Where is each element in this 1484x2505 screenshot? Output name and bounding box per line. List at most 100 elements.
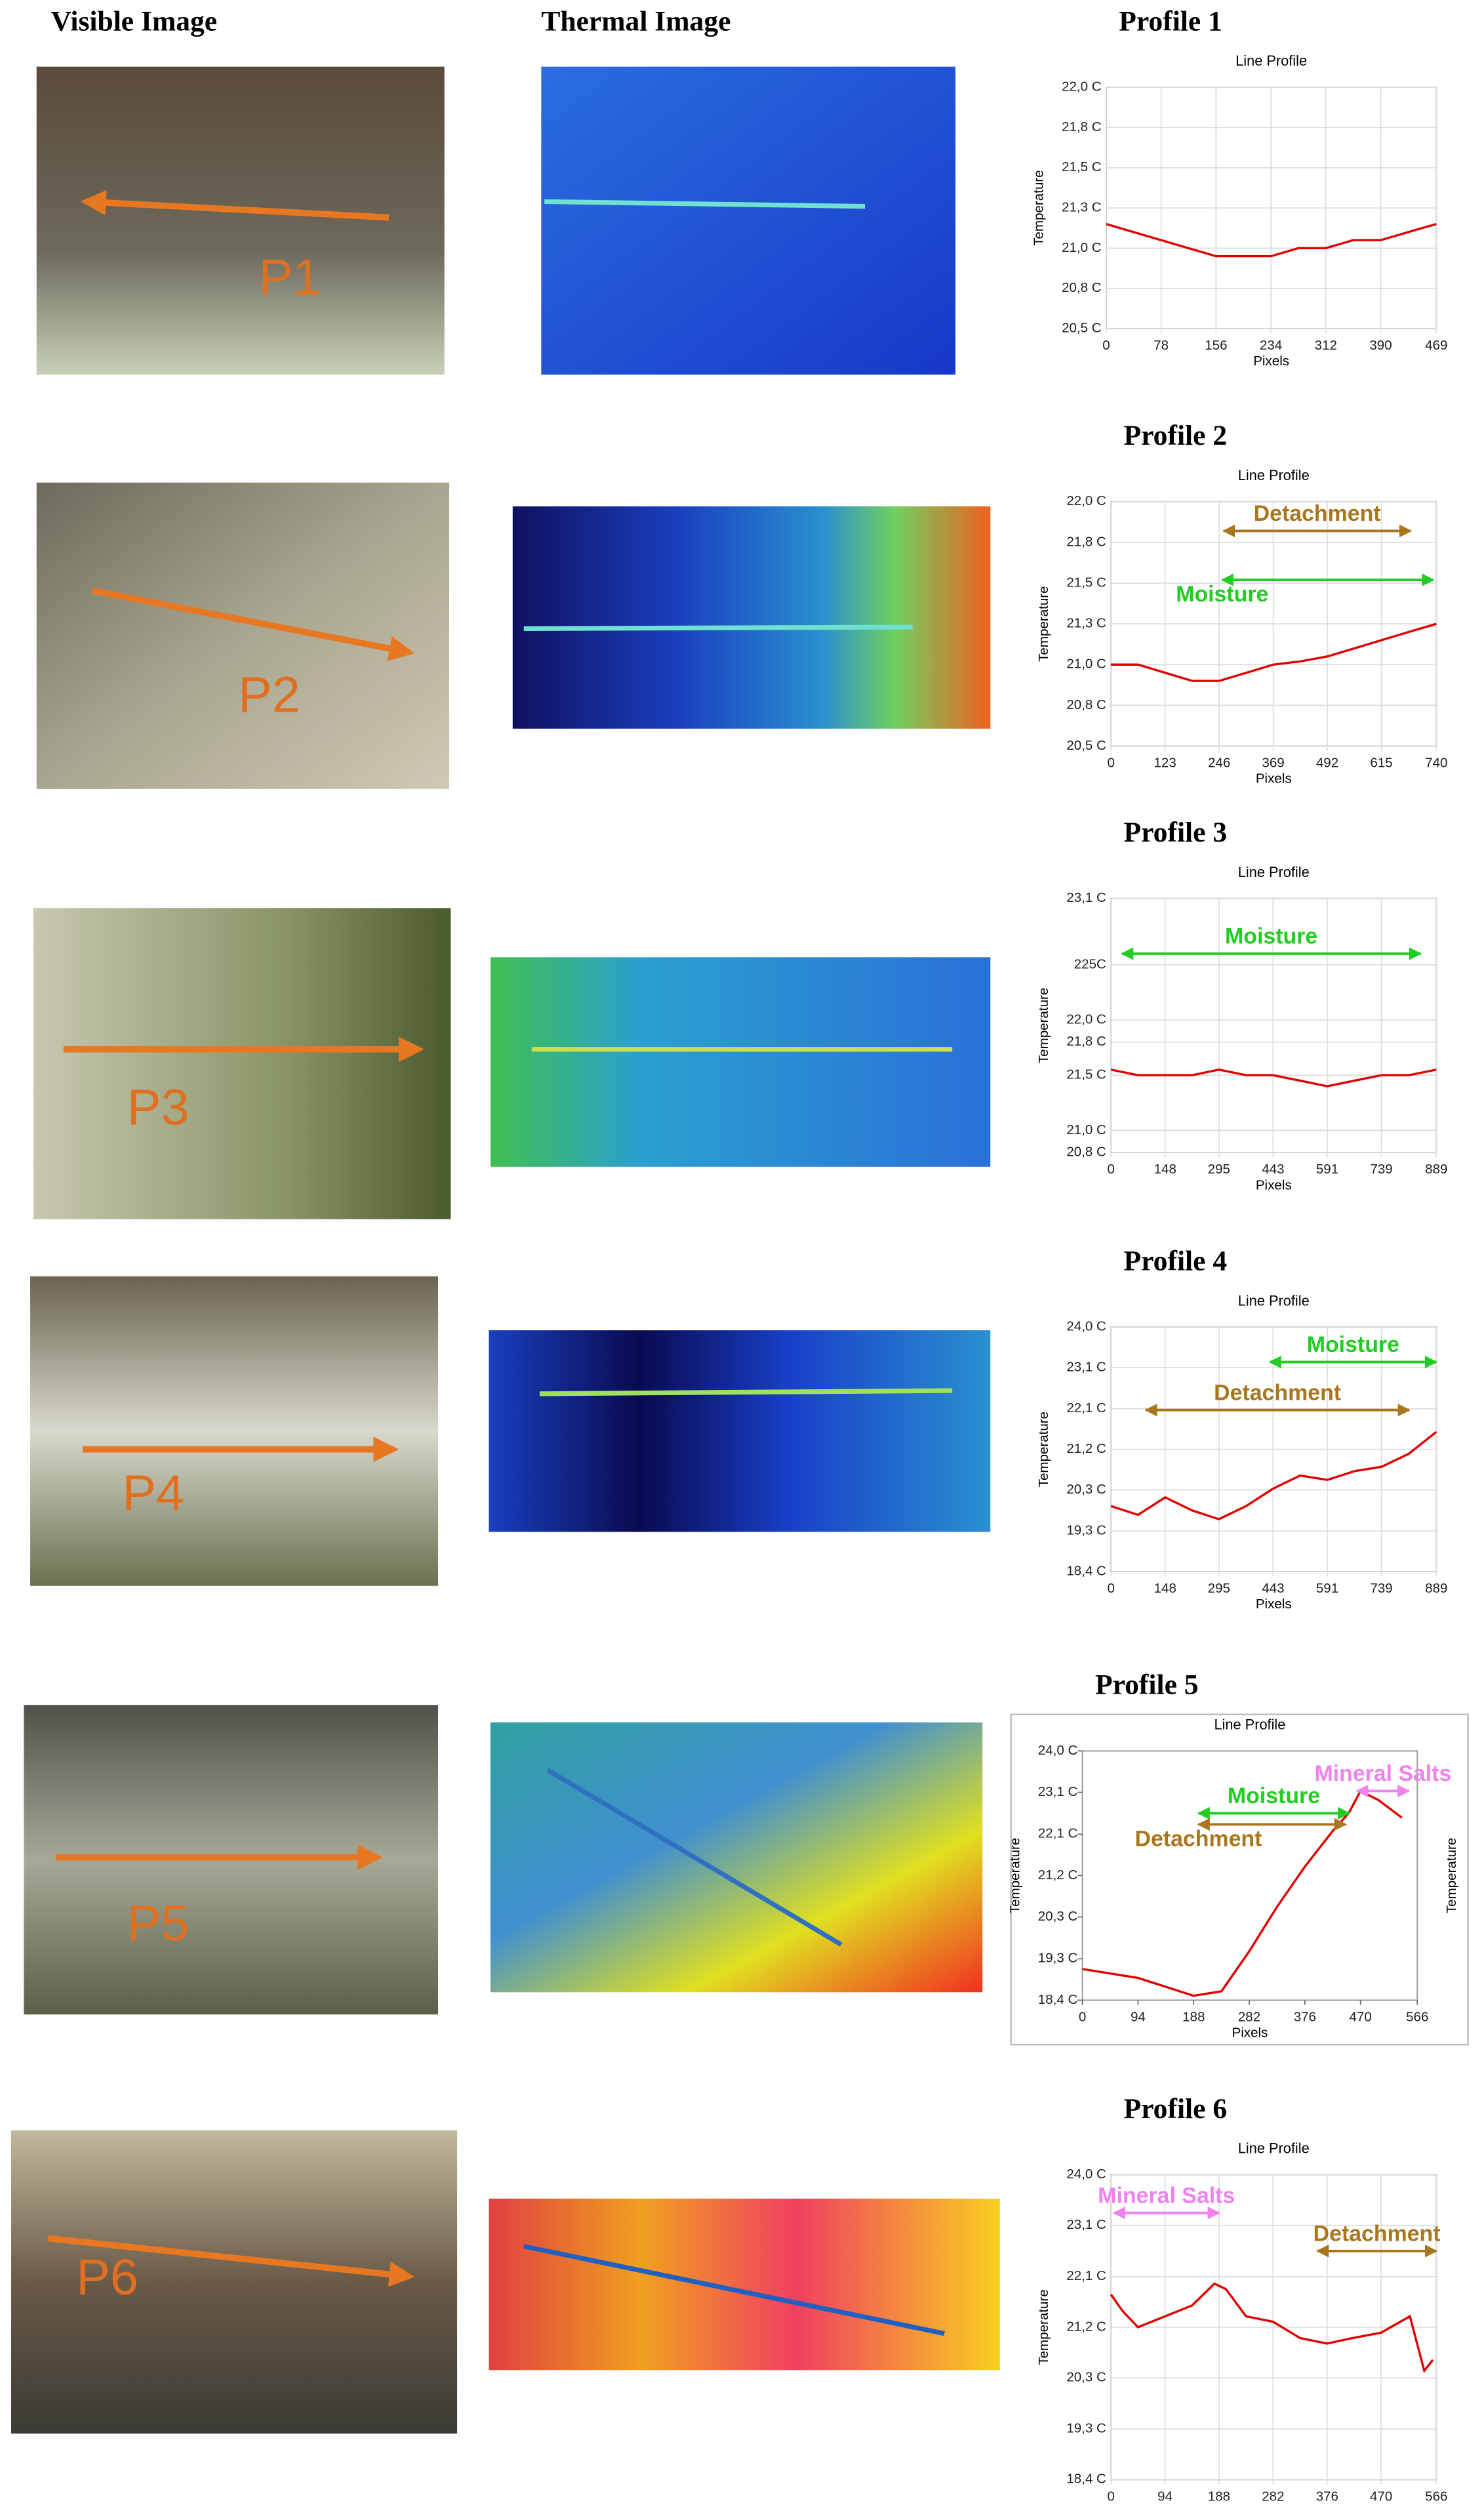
y-axis-label: Temperature (1036, 586, 1051, 661)
profile-heading: Profile 3 (1124, 817, 1228, 848)
y-tick-label: 22,0 C (1062, 79, 1102, 94)
y-tick-label: 20,3 C (1066, 1482, 1106, 1497)
arrow (81, 190, 390, 221)
y-tick-label: 23,1 C (1038, 1784, 1078, 1799)
y-tick-label: 21,2 C (1066, 2319, 1106, 2334)
y-tick-label: 19,3 C (1038, 1951, 1078, 1966)
x-tick-label: 566 (1425, 2489, 1447, 2504)
x-tick-label: 78 (1153, 338, 1169, 353)
annotation-label: Detachment (1214, 1380, 1341, 1405)
y-tick-label: 21,3 C (1062, 199, 1102, 214)
y-tick-label: 20,8 C (1062, 280, 1102, 295)
x-axis-label: Pixels (1253, 354, 1289, 369)
chart-title: Line Profile (1238, 467, 1310, 483)
x-tick-label: 376 (1316, 2489, 1338, 2504)
y-tick-label: 18,4 C (1038, 1992, 1078, 2007)
y-tick-label: 22,1 C (1038, 1826, 1078, 1841)
x-tick-label: 234 (1260, 338, 1282, 353)
thermal-line (539, 1388, 953, 1396)
visible-photo (30, 1276, 439, 1586)
y-tick-label: 20,5 C (1062, 320, 1102, 335)
y-tick-label: 20,8 C (1066, 697, 1106, 712)
x-axis-label: Pixels (1232, 2026, 1268, 2041)
y-axis-label: Temperature (1036, 1412, 1051, 1487)
profile-line (1110, 1069, 1437, 1088)
x-tick-label: 123 (1153, 756, 1176, 771)
annotation-label: Detachment (1314, 2222, 1441, 2247)
photo-label: P2 (238, 666, 300, 723)
x-tick-label: 469 (1425, 338, 1447, 353)
visible-photo (33, 908, 451, 1219)
x-axis-label: Pixels (1256, 1597, 1292, 1612)
chart-frame (1010, 1713, 1469, 2046)
y-tick-label: 225C (1074, 956, 1106, 971)
x-tick-label: 188 (1182, 2009, 1205, 2024)
y-tick-label: 21,3 C (1066, 616, 1106, 631)
x-tick-label: 889 (1425, 1581, 1447, 1596)
x-tick-label: 0 (1107, 756, 1114, 771)
x-axis-label: Pixels (1256, 1177, 1292, 1192)
x-tick-label: 148 (1154, 1581, 1176, 1596)
y-tick-label: 21,5 C (1066, 1067, 1106, 1082)
thermal-photos (489, 66, 1000, 2371)
x-tick-label: 739 (1370, 1162, 1392, 1177)
line-chart: Profile 5 Line Profile 18,4 C 19,3 C 20,3 C 2… (1007, 1669, 1459, 2041)
y-tick-label: 22,1 C (1066, 1400, 1106, 1415)
thermal-lines (523, 199, 953, 2336)
profile-line (1111, 622, 1437, 682)
x-tick-label: 566 (1406, 2009, 1428, 2024)
x-tick-label: 156 (1205, 338, 1227, 353)
x-tick-label: 470 (1370, 2489, 1392, 2504)
y-axis-label: Temperature (1036, 988, 1051, 1063)
x-tick-label: 369 (1262, 756, 1284, 771)
x-tick-label: 615 (1370, 756, 1392, 771)
x-tick-label: 492 (1316, 756, 1338, 771)
y-axis-label: Temperature (1036, 2289, 1051, 2365)
y-tick-label: 18,4 C (1066, 2472, 1106, 2487)
chart-title: Line Profile (1235, 52, 1307, 69)
y-tick-label: 21,0 C (1062, 240, 1102, 255)
thermal-photo (489, 2198, 1000, 2371)
profile-line (1110, 1431, 1437, 1520)
photo-label: P1 (259, 249, 321, 306)
visible-photo (11, 2130, 458, 2434)
x-tick-label: 282 (1238, 2009, 1260, 2024)
line-chart: Profile 2 Line Profile 20,5 C 20,8 C 21,0 C 2… (1036, 420, 1447, 786)
y-tick-label: 19,3 C (1066, 2421, 1106, 2436)
thermal-photo (541, 66, 956, 375)
visible-photo (36, 482, 449, 789)
annotation-label: Moisture (1225, 924, 1317, 949)
profile-heading: Profile 6 (1124, 2093, 1228, 2125)
photo-label: P5 (127, 1896, 190, 1952)
y-axis-label: Temperature (1032, 170, 1047, 245)
x-tick-label: 591 (1316, 1162, 1338, 1177)
thermal-line (523, 2243, 945, 2336)
annotation-label: Detachment (1135, 1827, 1262, 1852)
x-tick-label: 740 (1425, 756, 1447, 771)
x-tick-label: 188 (1208, 2489, 1230, 2504)
x-tick-label: 376 (1294, 2009, 1316, 2024)
y-tick-label: 21,5 C (1062, 159, 1102, 174)
y-tick-label: 23,1 C (1066, 890, 1106, 905)
x-tick-label: 295 (1208, 1581, 1230, 1596)
thermal-line (523, 624, 913, 632)
x-tick-label: 443 (1262, 1162, 1284, 1177)
y-tick-label: 22,1 C (1066, 2268, 1106, 2283)
y-tick-label: 21,0 C (1066, 657, 1106, 672)
annotation-label: Mineral Salts (1098, 2183, 1235, 2208)
y-tick-label: 21,2 C (1038, 1867, 1078, 1883)
y-tick-label: 20,3 C (1066, 2370, 1106, 2385)
profile-line (1106, 222, 1437, 258)
y-tick-label: 20,8 C (1066, 1144, 1106, 1159)
y-tick-label: 18,4 C (1066, 1563, 1106, 1578)
y-tick-label: 23,1 C (1066, 1360, 1106, 1375)
line-chart: Profile 3 Line Profile 20,8 C 21,0 C 21,5 C 2… (1036, 817, 1447, 1192)
x-tick-label: 0 (1102, 338, 1110, 353)
thermal-line (546, 1768, 843, 1947)
photo-label: P4 (122, 1465, 184, 1522)
thermal-photo (489, 1330, 991, 1532)
column-header: Visible Image (51, 5, 218, 37)
annotation-label: Detachment (1254, 501, 1381, 526)
thermal-photo (490, 957, 991, 1167)
y-tick-label: 20,5 C (1066, 738, 1106, 753)
